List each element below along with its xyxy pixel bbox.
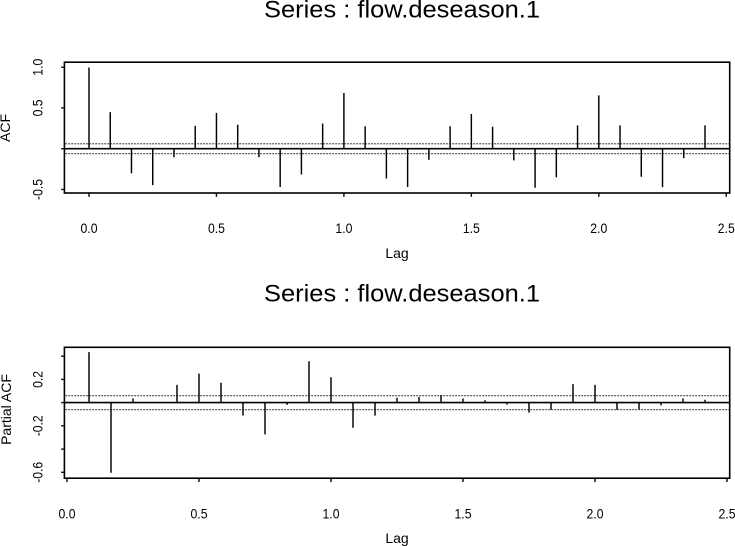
svg-text:1.5: 1.5	[463, 220, 480, 236]
svg-text:ACF: ACF	[0, 114, 13, 142]
svg-text:Lag: Lag	[385, 530, 408, 546]
svg-text:1.0: 1.0	[30, 59, 46, 76]
svg-text:0.2: 0.2	[30, 371, 46, 388]
svg-text:0.5: 0.5	[191, 506, 208, 522]
svg-text:2.0: 2.0	[590, 220, 607, 236]
svg-text:1.0: 1.0	[323, 506, 340, 522]
svg-text:Lag: Lag	[385, 245, 408, 261]
svg-text:1.5: 1.5	[455, 506, 472, 522]
svg-text:0.0: 0.0	[81, 220, 98, 236]
svg-text:-0.5: -0.5	[30, 179, 46, 200]
svg-text:2.5: 2.5	[719, 506, 735, 522]
svg-text:0.5: 0.5	[208, 220, 225, 236]
svg-text:Partial ACF: Partial ACF	[0, 374, 14, 445]
svg-text:Series : flow.deseason.1: Series : flow.deseason.1	[264, 280, 540, 307]
svg-text:0.5: 0.5	[30, 99, 46, 116]
svg-text:Series : flow.deseason.1: Series : flow.deseason.1	[264, 0, 540, 24]
svg-text:2.5: 2.5	[718, 220, 735, 236]
svg-text:2.0: 2.0	[587, 506, 604, 522]
svg-text:-0.2: -0.2	[30, 415, 46, 436]
svg-text:1.0: 1.0	[335, 220, 352, 236]
svg-text:0.0: 0.0	[59, 506, 76, 522]
svg-text:-0.6: -0.6	[30, 462, 46, 483]
